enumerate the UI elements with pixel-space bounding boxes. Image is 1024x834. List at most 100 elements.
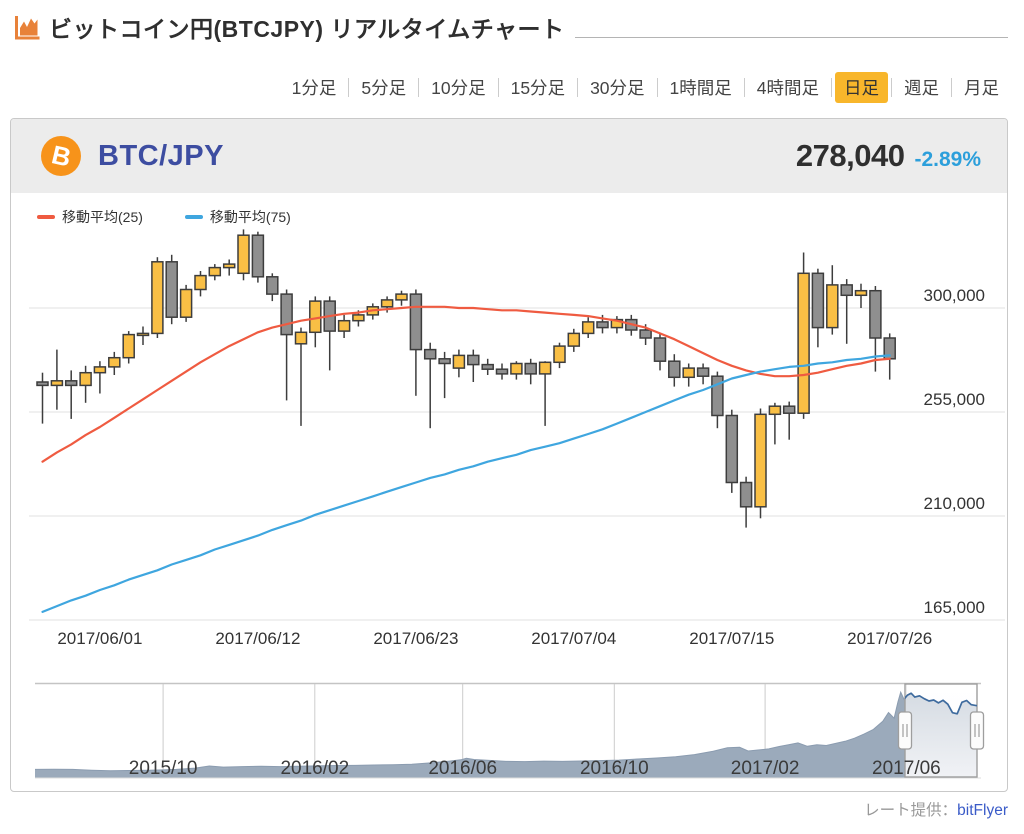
candle bbox=[280, 289, 293, 401]
legend-dash bbox=[184, 215, 203, 219]
candle bbox=[194, 271, 207, 297]
candle bbox=[395, 290, 408, 306]
pair-label: BTC/JPY bbox=[98, 139, 224, 172]
chart-legend: 移動平均(25) 移動平均(75) bbox=[37, 207, 291, 227]
candle bbox=[495, 363, 509, 380]
candle bbox=[151, 257, 164, 338]
tab-10分足[interactable]: 10分足 bbox=[431, 77, 486, 98]
candle bbox=[797, 252, 810, 419]
candle bbox=[452, 349, 466, 378]
navigator-date-label: 2016/06 bbox=[428, 758, 497, 779]
tab-separator bbox=[497, 77, 499, 97]
x-axis-label: 2017/06/01 bbox=[57, 629, 142, 648]
tab-1分足[interactable]: 1分足 bbox=[291, 77, 337, 98]
candle bbox=[309, 296, 322, 348]
tab-separator bbox=[891, 77, 892, 97]
legend-item: 移動平均(75) bbox=[184, 207, 291, 227]
tab-4時間足[interactable]: 4時間足 bbox=[756, 77, 819, 98]
tab-30分足[interactable]: 30分足 bbox=[590, 77, 645, 98]
tab-separator bbox=[348, 77, 350, 97]
navigator-handle-right[interactable] bbox=[969, 711, 985, 750]
candle bbox=[423, 342, 437, 429]
candle bbox=[136, 326, 150, 345]
area-chart-icon bbox=[14, 14, 41, 41]
candle bbox=[696, 363, 710, 385]
tab-separator bbox=[418, 77, 420, 97]
navigator-date-label: 2017/06 bbox=[872, 758, 941, 779]
tab-週足[interactable]: 週足 bbox=[904, 77, 939, 98]
candle bbox=[208, 264, 222, 281]
candle bbox=[768, 402, 782, 445]
title-rule bbox=[574, 36, 1008, 38]
tab-1時間足[interactable]: 1時間足 bbox=[669, 77, 732, 98]
tab-separator bbox=[951, 77, 952, 97]
tab-separator bbox=[743, 77, 745, 97]
x-axis-label: 2017/06/12 bbox=[215, 629, 300, 648]
page-header: ビットコイン円(BTCJPY) リアルタイムチャート bbox=[14, 10, 1008, 44]
main-chart-area: 300,000 255,000 210,000 165,000 2017/06/01 20… bbox=[11, 193, 1007, 671]
chart-panel: B BTC/JPY 278,040 -2.89% 300,000 255,000 2… bbox=[10, 118, 1008, 792]
candle bbox=[64, 370, 78, 419]
candle bbox=[50, 349, 64, 410]
candle bbox=[165, 254, 178, 325]
candle bbox=[581, 317, 595, 338]
navigator-date-label: 2016/10 bbox=[580, 758, 649, 779]
candle bbox=[840, 279, 853, 344]
candle bbox=[237, 229, 250, 281]
candle bbox=[668, 354, 681, 387]
ma25-line bbox=[41, 305, 891, 463]
navigator-date-label: 2016/02 bbox=[280, 758, 349, 779]
symbol-header: B BTC/JPY 278,040 -2.89% bbox=[11, 119, 1007, 193]
tab-日足[interactable]: 日足 bbox=[835, 71, 888, 103]
candle bbox=[481, 358, 494, 375]
rate-provider-label: レート提供： bbox=[864, 802, 958, 819]
legend-dash bbox=[37, 215, 55, 219]
candle bbox=[409, 289, 423, 396]
tab-separator bbox=[656, 77, 658, 97]
last-price: 278,040 bbox=[795, 138, 905, 173]
legend-label: 移動平均(25) bbox=[62, 209, 143, 225]
selection-price-line bbox=[905, 692, 977, 715]
candle bbox=[179, 284, 193, 322]
tab-月足[interactable]: 月足 bbox=[964, 77, 999, 98]
candle bbox=[782, 401, 796, 440]
tab-5分足[interactable]: 5分足 bbox=[361, 77, 407, 98]
candle bbox=[36, 372, 49, 424]
candle bbox=[653, 333, 667, 371]
footer: レート提供：bitFlyer bbox=[10, 798, 1008, 820]
candle bbox=[337, 314, 351, 338]
x-axis-label: 2017/06/23 bbox=[373, 629, 458, 648]
candle bbox=[222, 259, 236, 276]
navigator-area bbox=[35, 692, 977, 778]
candle bbox=[711, 371, 724, 429]
x-axis-label: 2017/07/26 bbox=[847, 629, 932, 648]
tab-15分足[interactable]: 15分足 bbox=[510, 77, 566, 98]
candle bbox=[811, 268, 825, 348]
navigator-date-label: 2017/02 bbox=[731, 758, 800, 779]
candle bbox=[467, 349, 480, 382]
candle bbox=[553, 342, 566, 369]
candle bbox=[294, 327, 308, 426]
candle bbox=[854, 283, 868, 308]
candle bbox=[93, 361, 107, 394]
candle bbox=[266, 273, 279, 302]
candle bbox=[108, 351, 121, 375]
candle bbox=[725, 409, 739, 493]
range-navigator: 2015/10 2016/02 2016/06 2016/10 2017/02 2017/… bbox=[34, 682, 985, 779]
bitcoin-icon: B bbox=[41, 136, 81, 176]
candle bbox=[538, 361, 552, 426]
candle bbox=[567, 328, 581, 352]
candle bbox=[323, 296, 336, 371]
ma75-line bbox=[41, 354, 891, 613]
price-change: -2.89% bbox=[914, 147, 981, 171]
bitflyer-link[interactable]: bitFlyer bbox=[957, 802, 1008, 819]
tab-separator bbox=[577, 77, 579, 97]
legend-item: 移動平均(25) bbox=[37, 207, 143, 227]
legend-label: 移動平均(75) bbox=[209, 209, 291, 225]
candle bbox=[438, 351, 451, 399]
candle bbox=[739, 476, 753, 528]
navigator-handle-left[interactable] bbox=[897, 711, 913, 750]
timeframe-tab-bar: 1分足 5分足 10分足 15分足 30分足 1時間足 4時間足 日足 週足 月足 bbox=[16, 71, 1008, 103]
candle bbox=[79, 365, 92, 403]
candle bbox=[251, 231, 265, 283]
